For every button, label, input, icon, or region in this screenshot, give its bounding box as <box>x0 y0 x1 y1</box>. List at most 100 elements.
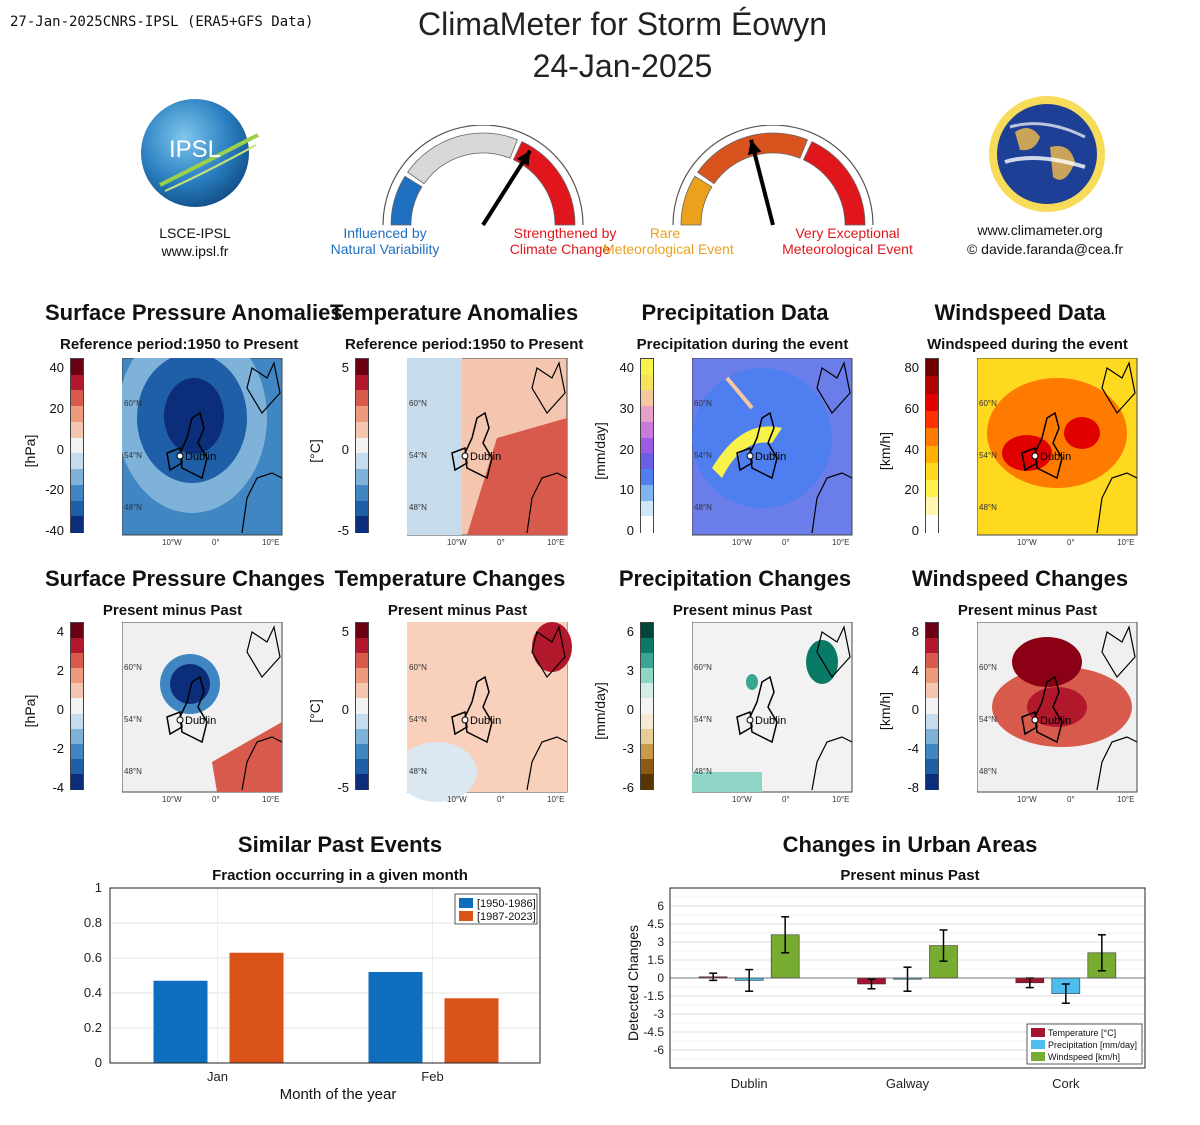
urban-changes-chart: 6 4.5 3 1.5 0 -1.5 -3 -4.5 -6 Dublin Galway Cork Tem… <box>643 887 1146 1091</box>
city-label-r1c1: Dublin <box>185 451 216 463</box>
colorbar-r2c4 <box>925 622 939 790</box>
urban-ytick: -6 <box>653 1043 664 1057</box>
urban-ytick: 1.5 <box>647 953 664 967</box>
lon-label-r2c3: 0° <box>782 795 790 804</box>
lon-label-r1c3: 0° <box>782 538 790 547</box>
lon-label-r2c4: 0° <box>1067 795 1075 804</box>
attribution-gauge <box>382 125 584 227</box>
lat-label-r1c4: 60°N <box>979 399 997 408</box>
panel-title-r1c2: Temperature Anomalies <box>330 300 579 325</box>
panel-subtitle-r1c1: Reference period:1950 to Present <box>60 336 299 353</box>
rarity-gauge <box>672 125 874 226</box>
colorbar-tick-r2c1: -2 <box>52 741 64 756</box>
map-r1c3: Dublin 60°N 54°N 48°N 10°W 0° 10°E <box>692 358 853 547</box>
panel-title-r2c4: Windspeed Changes <box>911 566 1129 591</box>
colorbar-tick-r1c3: 40 <box>619 360 634 375</box>
ipsl-logo: IPSL <box>140 95 260 215</box>
lat-label-r2c4: 54°N <box>979 715 997 724</box>
panel-title-r1c1: Surface Pressure Anomalies <box>45 300 343 325</box>
colorbar-unit-r2c4: [km/h] <box>877 691 893 731</box>
climameter-url[interactable]: www.climameter.org <box>977 222 1103 238</box>
urban-changes-title: Changes in Urban Areas <box>782 832 1038 857</box>
lat-label-r2c2: 54°N <box>409 715 427 724</box>
colorbar-tick-r2c1: -4 <box>52 780 64 795</box>
lon-label-r1c4: 0° <box>1067 538 1075 547</box>
lon-label-r1c3: 10°W <box>732 538 752 547</box>
urban-xtick: Cork <box>1052 1076 1080 1091</box>
colorbar-tick-r2c4: 8 <box>911 624 919 639</box>
lat-label-r1c2: 60°N <box>409 399 427 408</box>
panel-subtitle-r2c1: Present minus Past <box>102 602 243 619</box>
colorbar-r1c4 <box>925 358 939 533</box>
colorbar-tick-r1c1: 0 <box>56 441 64 457</box>
lon-label-r1c2: 10°W <box>447 538 467 547</box>
lon-label-r1c4: 10°E <box>1117 538 1134 547</box>
attribution-gauge-segment-1 <box>407 132 518 185</box>
city-label-r2c2: Dublin <box>470 715 501 727</box>
lon-label-r2c3: 10°W <box>732 795 752 804</box>
colorbar-tick-r1c2: 0 <box>341 441 349 457</box>
lat-label-r1c3: 54°N <box>694 451 712 460</box>
past-ytick: 0.6 <box>84 950 102 965</box>
contact-email[interactable]: © davide.faranda@cea.fr <box>966 241 1124 257</box>
lat-label-r2c3: 54°N <box>694 715 712 724</box>
lon-label-r2c1: 10°E <box>262 795 279 804</box>
past-ytick: 1 <box>95 880 102 895</box>
panel-title-r1c4: Windspeed Data <box>934 300 1106 325</box>
colorbar-tick-r2c3: -3 <box>622 741 634 756</box>
lon-label-r1c3: 10°E <box>832 538 849 547</box>
map-r2c2: Dublin 60°N 54°N 48°N 10°W 0° 10°E <box>407 622 572 804</box>
colorbar-tick-r2c4: -8 <box>907 780 919 795</box>
colorbar-unit-r2c2: [°C] <box>307 699 323 723</box>
urban-xtick: Dublin <box>731 1076 768 1091</box>
ipsl-url[interactable]: www.ipsl.fr <box>161 243 229 259</box>
past-bar-Jan-1 <box>229 952 284 1063</box>
lon-label-r1c1: 0° <box>212 538 220 547</box>
colorbar-tick-r2c4: 4 <box>911 663 919 678</box>
colorbar-tick-r1c3: 10 <box>619 482 634 498</box>
lat-label-r1c3: 48°N <box>694 503 712 512</box>
lat-label-r2c2: 60°N <box>409 663 427 672</box>
urban-ytick: 3 <box>657 935 664 949</box>
colorbar-r1c3 <box>640 358 654 533</box>
ipsl-logo-text: IPSL <box>169 136 221 163</box>
climameter-globe-logo <box>985 92 1110 217</box>
gauge1-left-label-2: Natural Variability <box>330 241 440 257</box>
past-legend-label-0: [1950-1986] <box>477 898 536 910</box>
rarity-gauge-needle-head <box>747 139 762 156</box>
lat-label-r2c3: 60°N <box>694 663 712 672</box>
colorbar-tick-r2c3: -6 <box>622 780 634 795</box>
urban-ytick: -4.5 <box>643 1025 664 1039</box>
urban-ytick: -1.5 <box>643 989 664 1003</box>
urban-legend-swatch-2 <box>1031 1052 1045 1061</box>
rarity-gauge-segment-1 <box>697 132 808 185</box>
past-legend-label-1: [1987-2023] <box>477 911 536 923</box>
urban-legend-label-1: Precipitation [mm/day] <box>1048 1040 1137 1050</box>
city-label-r1c3: Dublin <box>755 451 786 463</box>
main-date: 24-Jan-2025 <box>532 48 713 84</box>
past-legend-swatch-1 <box>459 911 473 921</box>
colorbar-tick-r2c1: 2 <box>56 663 64 678</box>
lat-label-r1c4: 54°N <box>979 451 997 460</box>
urban-ytick: 0 <box>657 971 664 985</box>
colorbar-r1c2 <box>355 358 369 533</box>
lat-label-r2c1: 60°N <box>124 663 142 672</box>
colorbar-tick-r1c1: -40 <box>45 523 64 538</box>
lat-label-r1c1: 60°N <box>124 399 142 408</box>
attribution-gauge-segment-0 <box>390 175 423 226</box>
past-bar-Feb-0 <box>368 972 423 1063</box>
past-ytick: 0.2 <box>84 1020 102 1035</box>
panel-title-r2c3: Precipitation Changes <box>618 566 852 591</box>
past-bar-Feb-1 <box>444 998 499 1063</box>
lon-label-r1c2: 0° <box>497 538 505 547</box>
gauge2-right-label-2: Meteorological Event <box>782 241 913 257</box>
colorbar-unit-r1c4: [km/h] <box>877 431 893 470</box>
lat-label-r1c2: 48°N <box>409 503 427 512</box>
urban-ylabel: Detected Changes <box>625 925 641 1041</box>
urban-ytick: -3 <box>653 1007 664 1021</box>
colorbar-tick-r2c3: 3 <box>626 663 634 678</box>
lat-label-r1c1: 48°N <box>124 503 142 512</box>
colorbar-tick-r2c2: 5 <box>341 624 349 639</box>
colorbar-tick-r1c1: -20 <box>45 482 64 498</box>
data-source-stamp: 27-Jan-2025CNRS-IPSL (ERA5+GFS Data) <box>10 14 314 30</box>
